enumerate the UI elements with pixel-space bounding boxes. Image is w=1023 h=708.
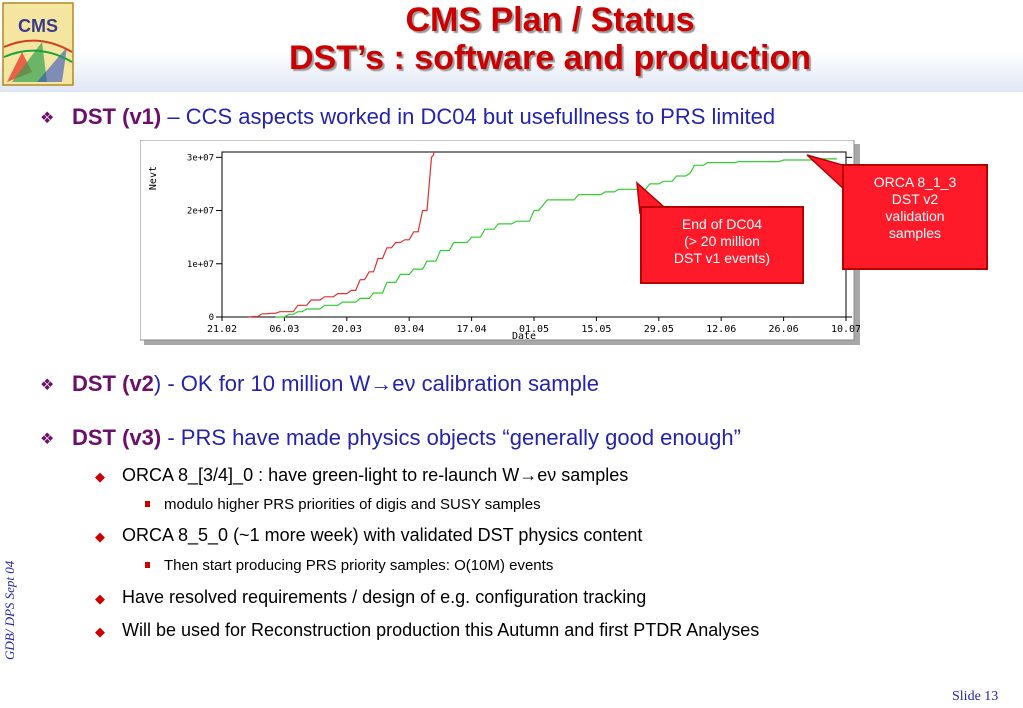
series-line-green	[275, 158, 838, 318]
y-axis-label-group: Nevt	[148, 166, 159, 190]
small-diamond-icon: ◆	[95, 591, 105, 606]
x-tick-label: 29.05	[644, 324, 674, 335]
footer-side-label-text: GDB/ DPS Sept 04	[2, 560, 17, 660]
sub-sub-bullet-text: Then start producing PRS priority sample…	[164, 557, 554, 574]
sub-bullet-text: ORCA 8_[3/4]_0 : have green-light to re-…	[122, 465, 629, 485]
bullet-text: – CCS aspects worked in DC04 but usefull…	[161, 104, 776, 129]
diamond-bullet-icon: ❖	[40, 377, 55, 394]
square-bullet-icon	[145, 501, 150, 507]
y-tick-label: 1e+07	[187, 260, 214, 270]
y-axis-label: Nevt	[148, 166, 159, 190]
series-group	[248, 152, 838, 318]
slide-number: Slide 13	[952, 689, 999, 704]
sub-bullet-text: Have resolved requirements / design of e…	[122, 587, 647, 607]
x-tick-label: 10.07	[831, 324, 860, 335]
sub-bullet-text: Will be used for Reconstruction producti…	[122, 620, 760, 640]
x-tick-label: 15.05	[581, 324, 611, 335]
y-tick-label: 2e+07	[187, 207, 214, 217]
callout-line: ORCA 8_1_3	[873, 174, 957, 190]
x-tick-label: 26.06	[769, 324, 799, 335]
x-ticks: 21.02 06.03 20.03 03.04 17.04 01.05 15.05 29.05…	[207, 317, 861, 335]
slide-title-line1: CMS Plan / Status	[405, 1, 695, 39]
diamond-bullet-icon: ❖	[40, 431, 55, 448]
production-chart: Nevt 0 1e+07 2e+07 3e+07 21.02 06.03 20.03 03.…	[139, 139, 861, 345]
callout-line: samples	[888, 225, 942, 241]
header-band	[0, 0, 1023, 92]
x-tick-label: 06.03	[269, 324, 299, 335]
sub-sub-bullet-text: modulo higher PRS priorities of digis an…	[164, 496, 541, 513]
callout-line: (> 20 million	[684, 233, 760, 249]
bullet-text: ) - OK for 10 million W→eν calibration s…	[153, 371, 599, 396]
small-diamond-icon: ◆	[95, 529, 105, 544]
x-tick-label: 03.04	[394, 324, 424, 335]
bullet-bold-label: DST (v3)	[72, 425, 162, 450]
x-tick-label: 01.05	[519, 324, 549, 335]
small-diamond-icon: ◆	[95, 469, 105, 484]
callout-orca: ORCA 8_1_3 DST v2 validation samples	[842, 164, 988, 270]
x-tick-label: 20.03	[332, 324, 362, 335]
small-diamond-icon: ◆	[95, 624, 105, 639]
sub-bullet-text: ORCA 8_5_0 (~1 more week) with validated…	[122, 525, 643, 545]
x-tick-label: 17.04	[457, 324, 487, 335]
bullet-bold-label: DST (v2	[72, 371, 154, 396]
slide-title-line2: DST’s : software and production	[289, 39, 811, 77]
x-tick-label: 12.06	[706, 324, 736, 335]
callout-line: DST v2	[891, 191, 939, 207]
x-tick-label: 21.02	[207, 324, 237, 335]
cms-logo: CMS	[2, 2, 74, 86]
production-chart-svg: Nevt 0 1e+07 2e+07 3e+07 21.02 06.03 20.03 03.…	[139, 139, 861, 345]
logo-text: CMS	[18, 16, 58, 36]
callout-line: End of DC04	[681, 216, 763, 232]
y-tick-label: 3e+07	[187, 153, 214, 163]
bullet-text: - PRS have made physics objects “general…	[161, 425, 741, 450]
callout-line: validation	[885, 208, 945, 224]
footer-side-label: GDB/ DPS Sept 04	[2, 540, 20, 660]
diamond-bullet-icon: ❖	[40, 110, 55, 127]
callout-line: DST v1 events)	[673, 250, 771, 266]
callout-end-dc04: End of DC04 (> 20 million DST v1 events)	[640, 206, 804, 284]
x-axis-label: Date	[512, 331, 536, 342]
square-bullet-icon	[145, 562, 150, 568]
bullet-bold-label: DST (v1)	[72, 104, 162, 129]
series-line-red	[248, 152, 435, 318]
y-tick-label: 0	[209, 313, 214, 323]
